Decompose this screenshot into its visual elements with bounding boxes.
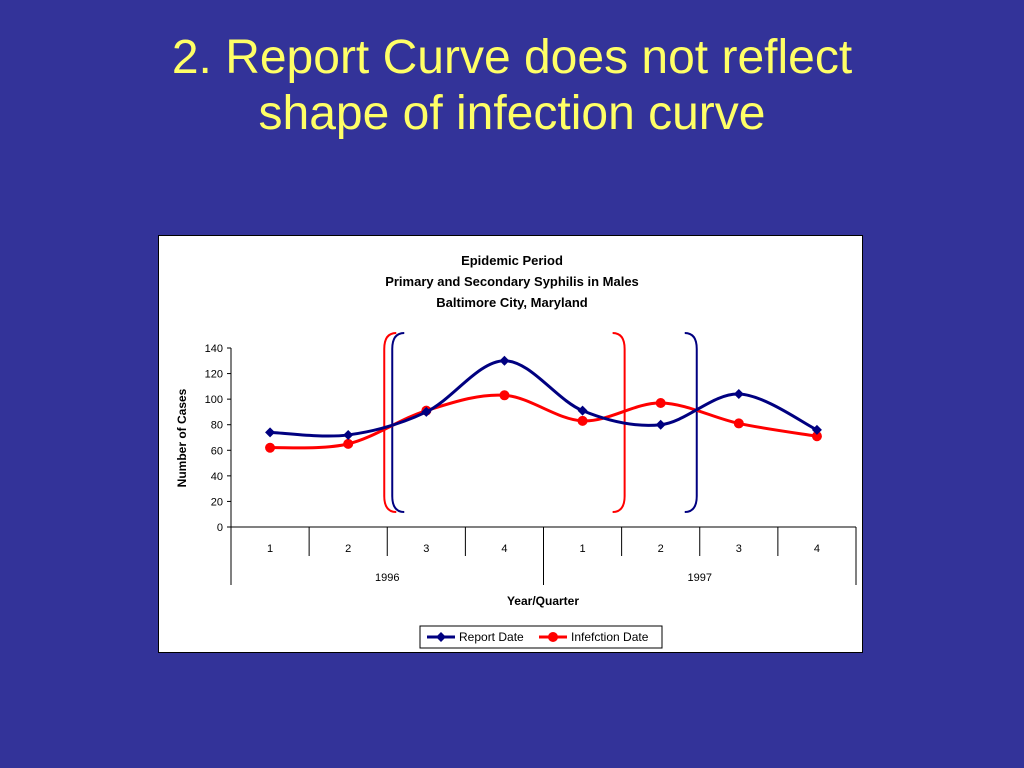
data-point xyxy=(655,419,666,430)
data-point xyxy=(811,424,822,435)
chart-series xyxy=(265,355,822,453)
slide-title-line-1: 2. Report Curve does not reflect xyxy=(171,31,853,84)
y-tick-label: 20 xyxy=(211,496,223,508)
y-tick-label: 60 xyxy=(211,445,223,457)
data-point xyxy=(265,442,276,453)
bracket-right xyxy=(684,332,698,513)
y-tick-label: 80 xyxy=(211,420,223,432)
bracket-left xyxy=(391,332,405,513)
data-point xyxy=(499,390,510,401)
slide-title-line-2: shape of infection curve xyxy=(258,87,766,140)
x-group-label: 1996 xyxy=(375,572,399,584)
data-point xyxy=(733,418,744,429)
line-chart: Epidemic Period Primary and Secondary Sy… xyxy=(175,253,857,649)
data-point xyxy=(343,438,354,449)
series-line xyxy=(269,393,818,450)
data-point xyxy=(343,429,354,440)
chart-panel: Epidemic Period Primary and Secondary Sy… xyxy=(158,235,863,653)
x-group-label: 1997 xyxy=(688,572,712,584)
data-point xyxy=(499,355,510,366)
epidemic-period-brackets xyxy=(383,332,698,513)
series-infefction-date xyxy=(265,390,822,453)
series-line xyxy=(270,359,818,438)
x-tick-label: 2 xyxy=(345,543,351,555)
data-point xyxy=(577,415,588,426)
chart-axes: 0 20 40 60 80 100 120 140 1 2 3 4 1 2 3 4 1996 1997 xyxy=(205,343,857,585)
legend-label: Infefction Date xyxy=(571,630,649,644)
x-axis-title: Year/Quarter xyxy=(507,594,579,608)
y-tick-label: 140 xyxy=(205,343,223,355)
data-point xyxy=(733,389,744,400)
data-point xyxy=(421,406,432,417)
x-tick-label: 1 xyxy=(267,543,273,555)
slide-title: 2. Report Curve does not reflect shape o… xyxy=(0,30,1024,142)
x-tick-label: 2 xyxy=(658,543,664,555)
chart-legend: Report Date Infefction Date xyxy=(419,625,663,649)
y-tick-label: 0 xyxy=(217,522,223,534)
data-point xyxy=(265,427,276,438)
bracket-left xyxy=(383,332,397,513)
legend-label: Report Date xyxy=(459,630,524,644)
x-tick-label: 4 xyxy=(501,543,507,555)
legend-marker xyxy=(548,632,558,642)
x-tick-label: 3 xyxy=(423,543,429,555)
x-tick-label: 3 xyxy=(736,543,742,555)
legend-marker xyxy=(436,632,446,642)
data-point xyxy=(811,431,822,442)
chart-title-line-2: Primary and Secondary Syphilis in Males xyxy=(385,274,639,289)
data-point xyxy=(577,405,588,416)
chart-title-line-3: Baltimore City, Maryland xyxy=(436,295,588,310)
chart-title-line-1: Epidemic Period xyxy=(461,253,563,268)
y-axis-title: Number of Cases xyxy=(175,388,189,487)
y-tick-label: 120 xyxy=(205,369,223,381)
data-point xyxy=(655,397,666,408)
x-tick-label: 1 xyxy=(580,543,586,555)
y-tick-label: 100 xyxy=(205,394,223,406)
series-report-date xyxy=(265,355,822,440)
x-tick-label: 4 xyxy=(814,543,820,555)
y-tick-label: 40 xyxy=(211,471,223,483)
